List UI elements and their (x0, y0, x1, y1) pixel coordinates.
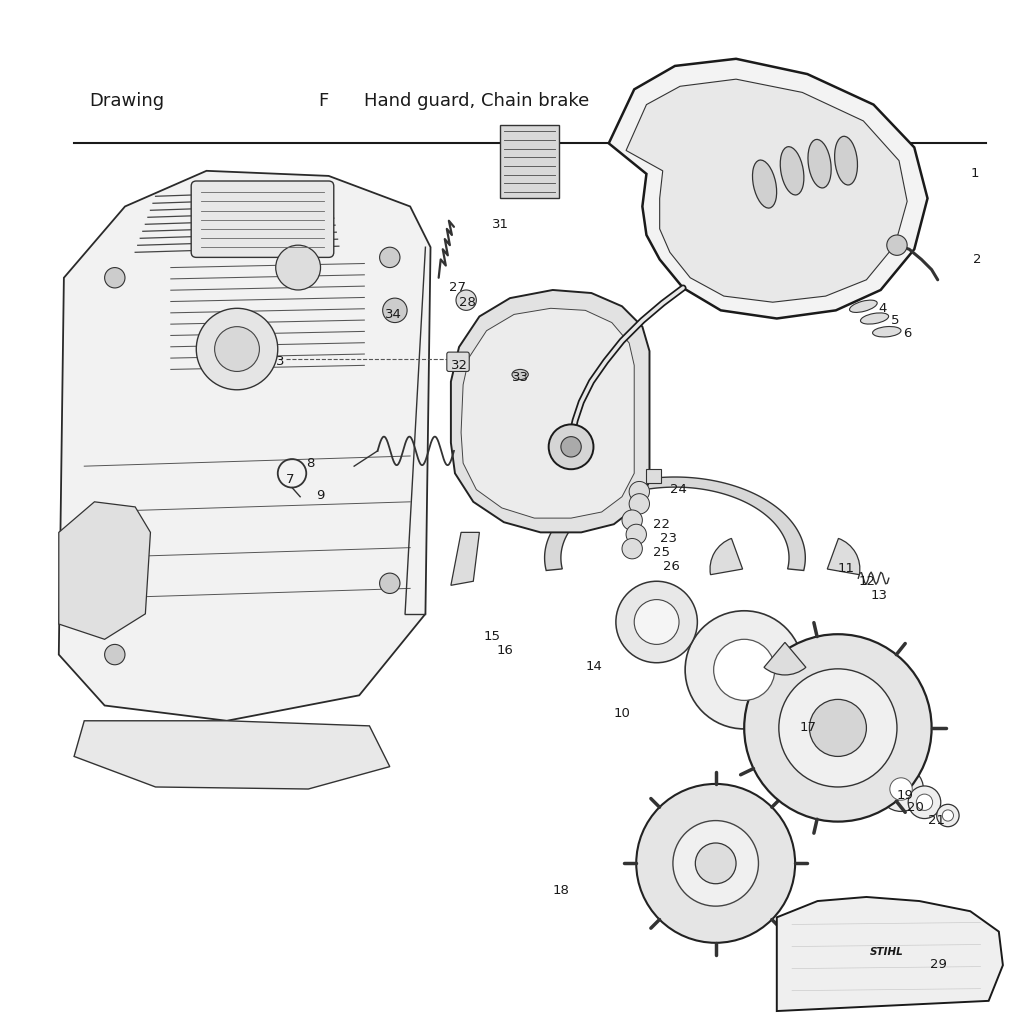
Circle shape (685, 610, 803, 729)
Text: 8: 8 (306, 457, 314, 470)
Circle shape (714, 639, 775, 700)
Text: 18: 18 (553, 885, 569, 897)
Circle shape (456, 290, 476, 310)
Text: 16: 16 (497, 644, 514, 657)
Circle shape (380, 573, 400, 594)
Ellipse shape (808, 139, 831, 188)
Text: 5: 5 (891, 314, 899, 327)
Ellipse shape (835, 136, 857, 185)
Text: 3: 3 (275, 354, 285, 368)
Text: 25: 25 (652, 546, 670, 559)
Text: 19: 19 (897, 788, 913, 802)
Text: 27: 27 (449, 282, 466, 295)
Circle shape (908, 786, 941, 818)
Polygon shape (58, 171, 430, 721)
Circle shape (380, 247, 400, 267)
Text: 20: 20 (907, 801, 924, 814)
Text: 21: 21 (928, 814, 944, 827)
Text: 32: 32 (451, 358, 468, 372)
Polygon shape (451, 290, 649, 532)
Circle shape (887, 234, 907, 255)
Circle shape (636, 784, 795, 943)
Circle shape (626, 524, 646, 545)
Circle shape (695, 843, 736, 884)
Circle shape (744, 634, 932, 821)
Text: F: F (318, 92, 329, 110)
Text: 6: 6 (903, 328, 911, 340)
Text: 31: 31 (492, 218, 509, 231)
FancyBboxPatch shape (446, 352, 469, 372)
Text: 23: 23 (659, 532, 677, 545)
Bar (646, 469, 660, 483)
Text: 17: 17 (799, 722, 816, 734)
Circle shape (197, 308, 278, 390)
Circle shape (622, 539, 642, 559)
Circle shape (779, 669, 897, 787)
Text: 7: 7 (286, 473, 295, 486)
Text: 15: 15 (483, 630, 501, 643)
Text: 12: 12 (858, 574, 876, 588)
Polygon shape (461, 308, 634, 518)
FancyBboxPatch shape (191, 181, 334, 257)
Wedge shape (710, 539, 742, 574)
Circle shape (673, 820, 759, 906)
Text: 14: 14 (586, 660, 602, 674)
Circle shape (275, 245, 321, 290)
Ellipse shape (753, 160, 776, 208)
Circle shape (937, 804, 959, 826)
Circle shape (634, 600, 679, 644)
Ellipse shape (860, 313, 889, 324)
Circle shape (809, 699, 866, 757)
Circle shape (622, 510, 642, 530)
Circle shape (215, 327, 259, 372)
Text: 22: 22 (652, 518, 670, 530)
Wedge shape (827, 539, 860, 574)
Text: 29: 29 (930, 957, 946, 971)
Circle shape (916, 794, 933, 810)
Circle shape (561, 436, 582, 457)
Text: 1: 1 (971, 167, 979, 180)
Text: 13: 13 (870, 589, 888, 602)
Text: 2: 2 (974, 253, 982, 266)
Ellipse shape (872, 327, 901, 337)
Text: 10: 10 (613, 708, 631, 720)
Polygon shape (608, 58, 928, 318)
Text: Drawing: Drawing (89, 92, 165, 110)
Polygon shape (58, 502, 151, 639)
Circle shape (615, 582, 697, 663)
Text: Hand guard, Chain brake: Hand guard, Chain brake (365, 92, 590, 110)
Text: 11: 11 (838, 561, 855, 574)
Ellipse shape (512, 370, 528, 380)
Text: 28: 28 (459, 296, 476, 308)
Circle shape (629, 494, 649, 514)
Wedge shape (764, 642, 806, 675)
Ellipse shape (780, 146, 804, 195)
Polygon shape (451, 532, 479, 586)
Circle shape (629, 481, 649, 502)
Text: 24: 24 (670, 483, 687, 496)
Circle shape (549, 424, 594, 469)
Polygon shape (74, 721, 390, 790)
Text: 34: 34 (385, 308, 401, 321)
Bar (500, 125, 559, 199)
Circle shape (879, 767, 924, 811)
Polygon shape (626, 79, 907, 302)
Polygon shape (777, 897, 1002, 1011)
Text: 9: 9 (316, 489, 325, 502)
Text: 26: 26 (663, 560, 680, 573)
Circle shape (890, 778, 912, 800)
Text: STIHL: STIHL (870, 947, 903, 957)
Circle shape (104, 267, 125, 288)
Polygon shape (545, 477, 805, 570)
Ellipse shape (850, 300, 878, 312)
Circle shape (104, 644, 125, 665)
Circle shape (942, 810, 953, 821)
Circle shape (383, 298, 408, 323)
Text: 4: 4 (879, 302, 887, 314)
Text: 33: 33 (512, 371, 529, 384)
